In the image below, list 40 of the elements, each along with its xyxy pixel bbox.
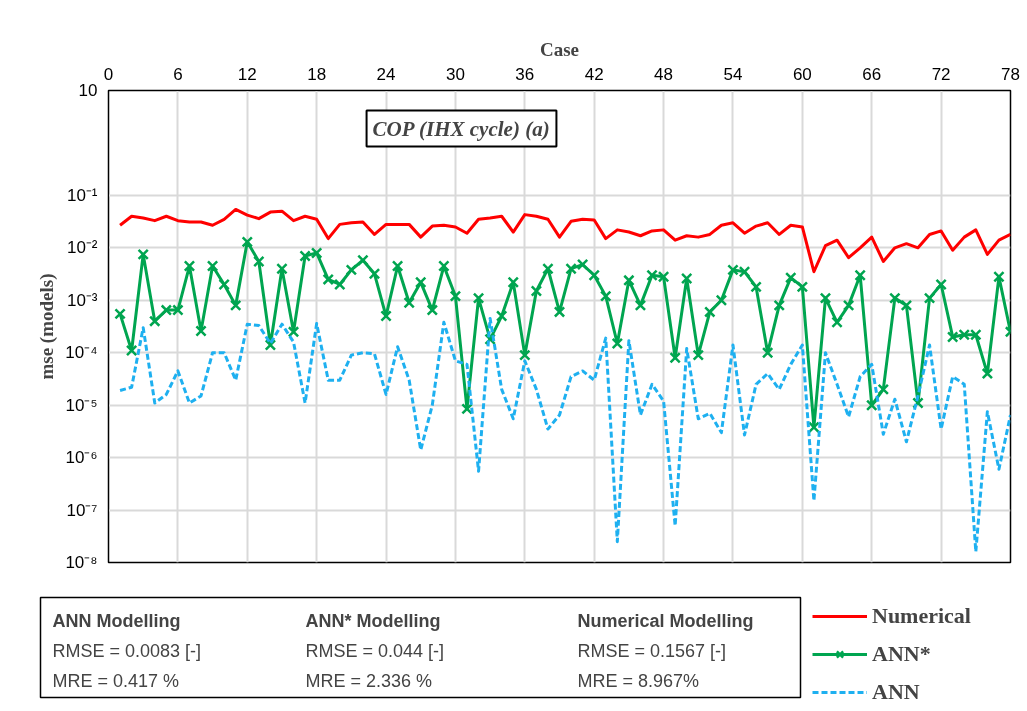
text: RMSE = 0.044 [-]	[305, 640, 445, 661]
x-tick-label: 36	[515, 64, 535, 84]
line-series	[118, 316, 1011, 554]
x-tick-label: 42	[584, 64, 604, 84]
text: Numerical Modelling	[577, 610, 754, 631]
text: ANN* Modelling	[305, 610, 441, 631]
legend-label: Numerical	[872, 603, 971, 629]
x-tick-label: 12	[237, 64, 257, 84]
y-tick-label: 10	[78, 81, 98, 100]
x-tick-label: 72	[931, 64, 951, 84]
text: RMSE = 0.1567 [-]	[577, 640, 727, 661]
x-tick-label: 0	[103, 64, 114, 84]
text: ANN Modelling	[52, 610, 181, 631]
text: MRE = 0.417 %	[52, 670, 180, 691]
line-series	[118, 207, 1011, 274]
y-tick-label: 10⁻³	[66, 290, 98, 310]
legend-label: ANN	[872, 679, 920, 705]
x-tick-label: 6	[173, 64, 183, 84]
x-tick-label: 66	[862, 64, 882, 84]
text: RMSE = 0.0083 [-]	[52, 640, 202, 661]
x-tick-label: 60	[792, 64, 812, 84]
text: MRE = 8.967%	[577, 670, 700, 691]
x-tick-label: 54	[723, 64, 743, 84]
y-tick-label: 10⁻⁴	[65, 343, 98, 363]
x-tick-label: 24	[376, 64, 396, 84]
y-axis-title: mse (models)	[36, 273, 59, 380]
y-tick-label: 10⁻⁸	[65, 553, 98, 572]
y-tick-label: 10⁻¹	[66, 185, 98, 205]
text: MRE = 2.336 %	[305, 670, 433, 691]
x-tick-label: 30	[445, 64, 465, 84]
y-tick-label: 10⁻²	[66, 238, 98, 258]
y-tick-label: 10⁻⁵	[65, 395, 98, 415]
y-tick-label: 10⁻⁶	[65, 448, 98, 468]
text: COP (IHX cycle) (a)	[372, 116, 550, 141]
y-tick-label: 10⁻⁷	[66, 500, 98, 520]
x-tick-label: 78	[1001, 64, 1020, 84]
x-tick-label: 18	[307, 64, 327, 84]
x-axis-title: Case	[539, 38, 580, 60]
legend-label: ANN*	[872, 641, 931, 667]
x-tick-label: 48	[654, 64, 674, 84]
